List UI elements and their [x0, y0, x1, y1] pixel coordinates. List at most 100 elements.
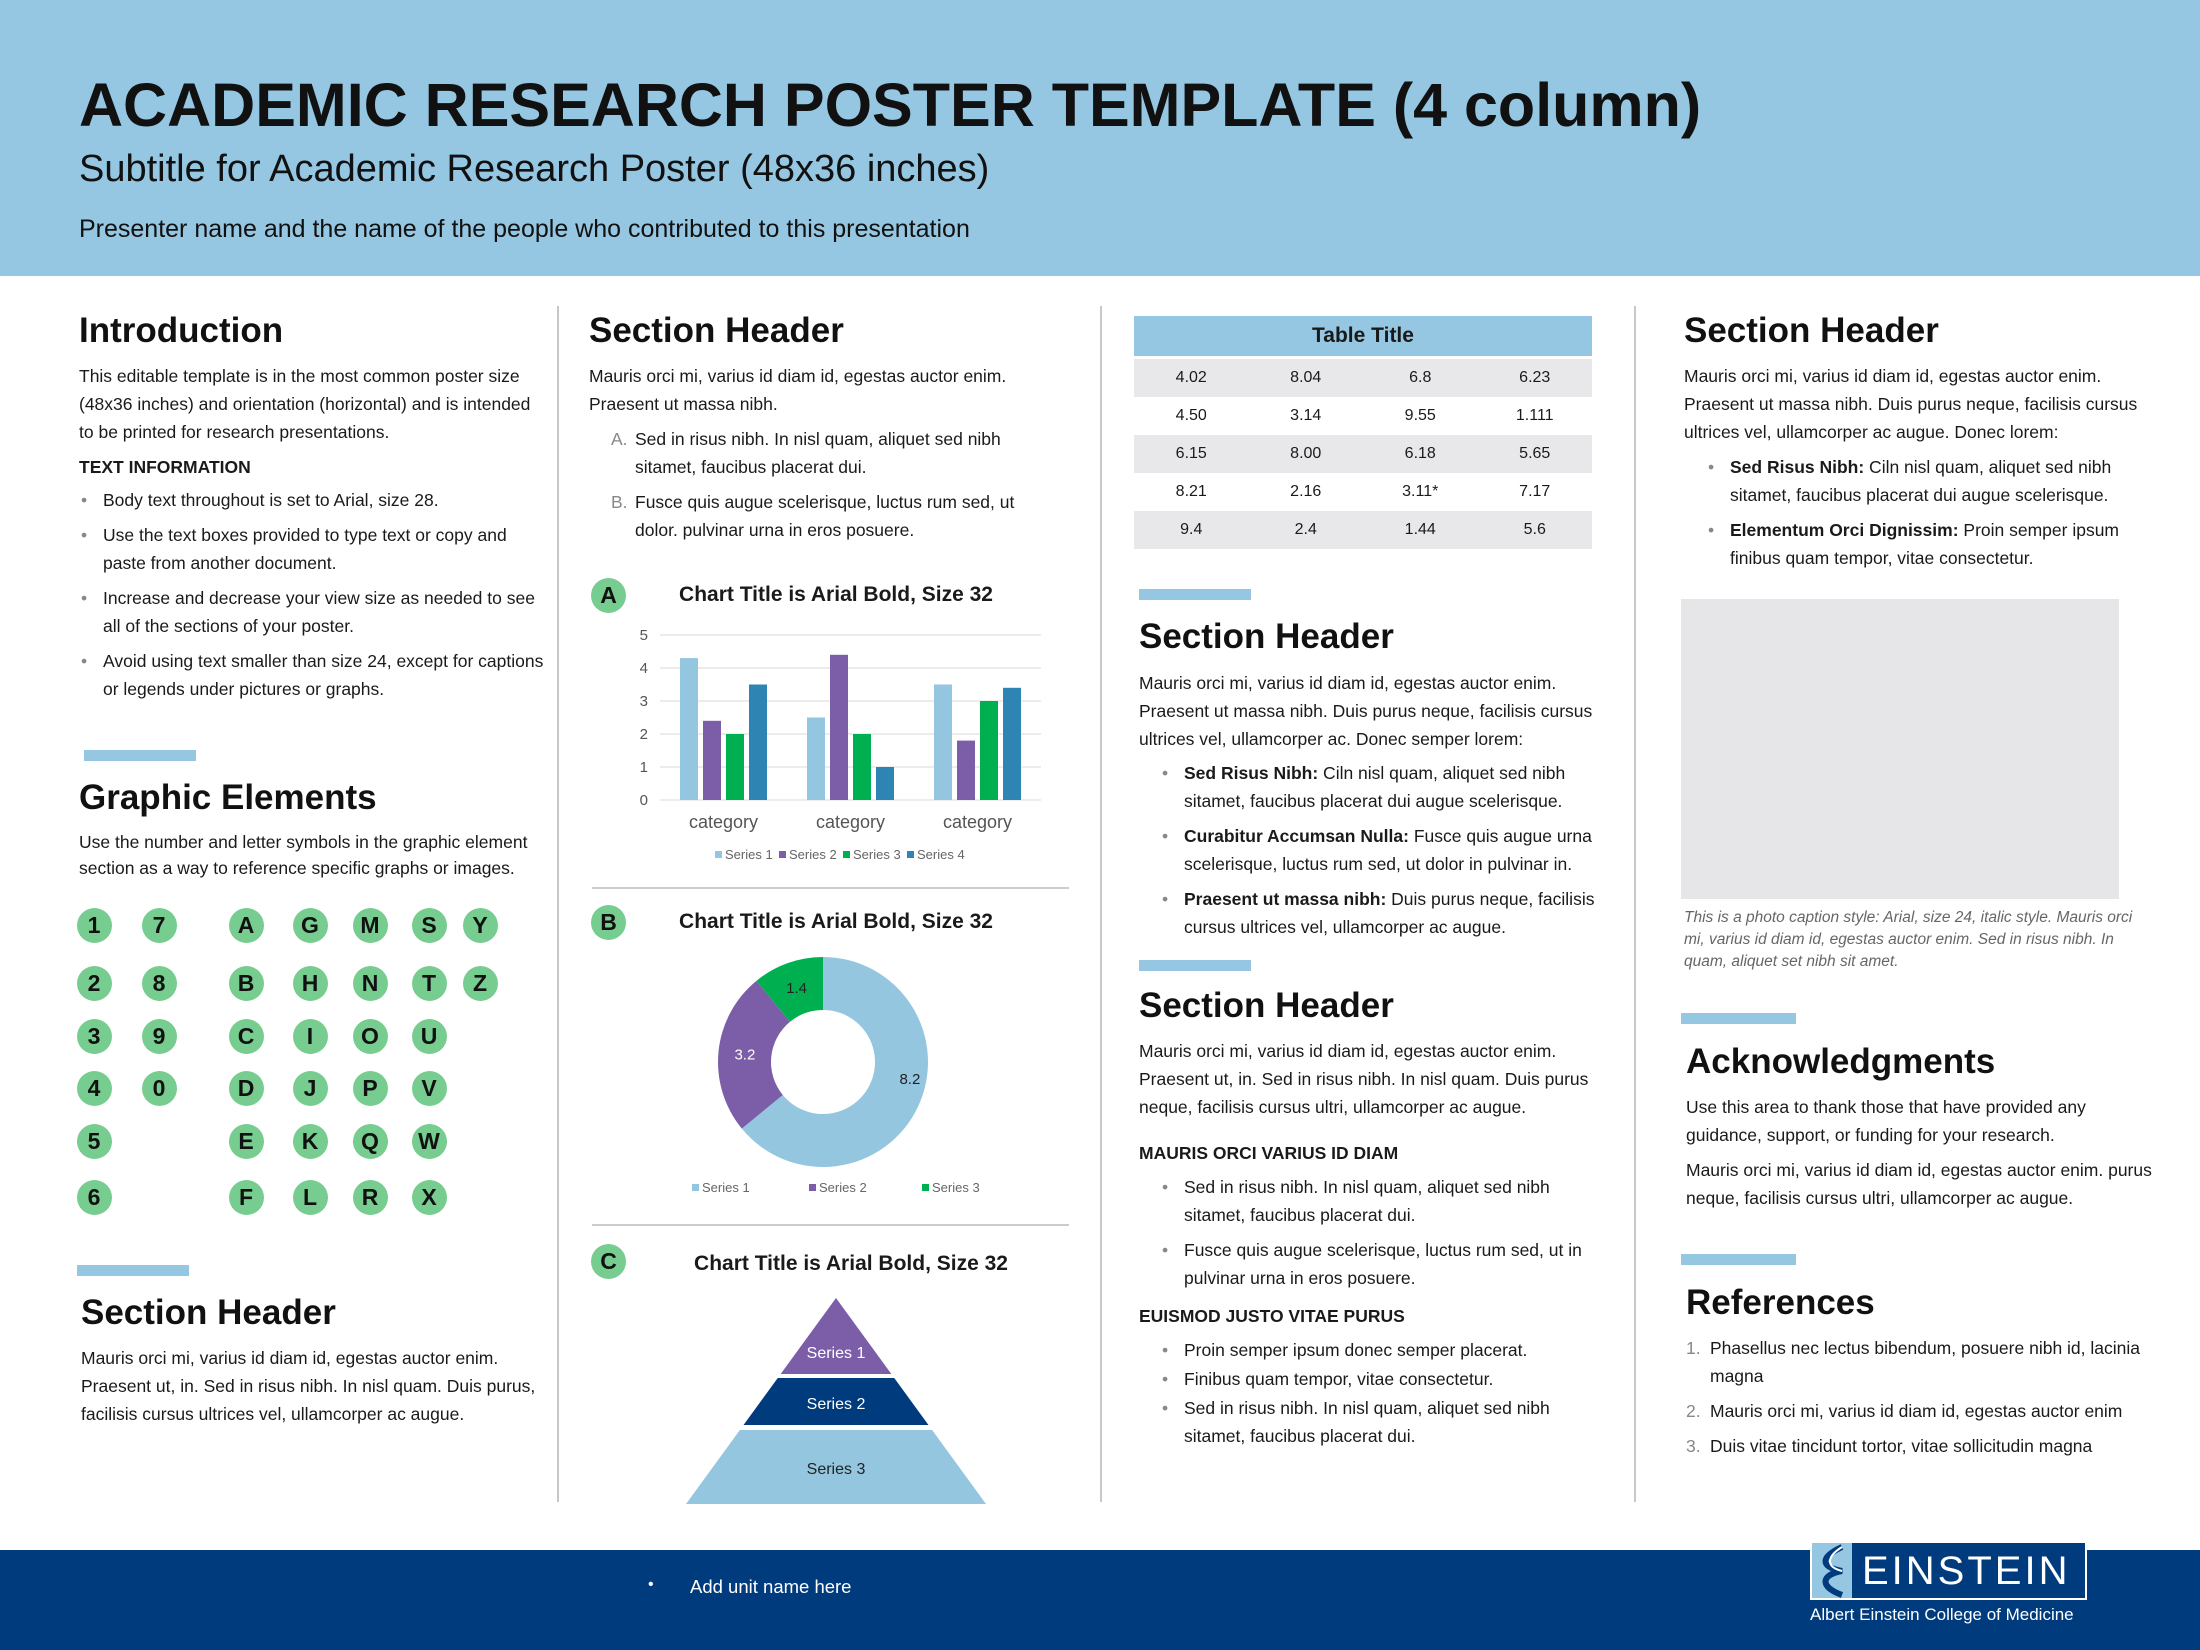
- symbol-k: K: [292, 1123, 328, 1159]
- x-category-label: category: [816, 812, 885, 832]
- table-cell: 2.4: [1248, 511, 1363, 549]
- helix-graphic: [1822, 1544, 1844, 1598]
- bullet-item: • Avoid using text smaller than size 24, …: [79, 647, 545, 703]
- symbol-b: B: [228, 965, 264, 1001]
- donut-slice-3: [756, 957, 823, 1022]
- lettered-list: A. Sed in risus nibh. In nisl quam, aliqu…: [611, 425, 1061, 551]
- table-title: Table Title: [1134, 316, 1592, 356]
- symbol-y: Y: [462, 907, 498, 943]
- table-cell: 4.02: [1134, 359, 1249, 397]
- donut-slice-1: [741, 957, 928, 1167]
- section-header: Section Header: [589, 311, 844, 350]
- symbol-m: M: [352, 907, 388, 943]
- list-item: A. Sed in risus nibh. In nisl quam, aliqu…: [611, 429, 1001, 477]
- helix-icon: [1812, 1543, 1852, 1598]
- column-4: Section Header Mauris orci mi, varius id…: [1681, 311, 2152, 1467]
- table-row: 8.21 2.16 3.11* 7.17: [1134, 473, 1592, 511]
- symbol-t: T: [411, 965, 447, 1001]
- bullet-icon: •: [1162, 889, 1169, 909]
- accent-bar: [77, 1265, 189, 1276]
- tier-label: Series 1: [807, 1345, 866, 1362]
- data-label: 3.2: [734, 1046, 755, 1063]
- bullet-icon: •: [648, 1576, 654, 1593]
- table-row: 4.02 8.04 6.8 6.23: [1134, 359, 1592, 397]
- bar-series-1: [680, 658, 698, 800]
- table-cell: 1.44: [1363, 511, 1478, 549]
- symbol-g: G: [292, 907, 328, 943]
- reference-item: 1. Phasellus nec lectus bibendum, posuere…: [1686, 1338, 2140, 1386]
- legend-label: Series 1: [725, 847, 773, 862]
- bar-series-1: [934, 684, 952, 800]
- bullet-icon: •: [81, 490, 88, 510]
- bullet-icon: •: [1162, 1240, 1169, 1260]
- table-cell: 1.111: [1515, 407, 1554, 424]
- acknowledgments-text: Mauris orci mi, varius id diam id, egest…: [1686, 1160, 2152, 1208]
- references-title: References: [1686, 1283, 1875, 1322]
- poster-title: ACADEMIC RESEARCH POSTER TEMPLATE (4 col…: [79, 71, 1702, 139]
- x-category-label: category: [943, 812, 1012, 832]
- symbol-e: E: [228, 1123, 264, 1159]
- bullet-icon: •: [81, 525, 88, 545]
- legend-swatch: [907, 851, 914, 858]
- list-item: B. Fusce quis augue scelerisque, luctus r…: [611, 492, 1015, 540]
- chart-c-title: Chart Title is Arial Bold, Size 32: [694, 1252, 1008, 1275]
- symbol-u: U: [411, 1018, 447, 1054]
- legend-swatch: [715, 851, 722, 858]
- bullet-item: • Fusce quis augue scelerisque, luctus ru…: [1160, 1236, 1601, 1292]
- table-cell: 3.11*: [1402, 483, 1439, 500]
- bar-series-3: [726, 734, 744, 800]
- symbol-4: 4: [76, 1070, 112, 1106]
- section-header: Section Header: [81, 1293, 336, 1332]
- intro-bullets: • Body text throughout is set to Arial, s…: [79, 486, 545, 710]
- symbol-z: Z: [462, 965, 498, 1001]
- bullet-item: • Praesent ut massa nibh: Duis purus nequ…: [1160, 885, 1601, 941]
- y-tick-label: 4: [640, 660, 648, 677]
- accent-bar: [84, 750, 196, 761]
- x-category-label: category: [689, 812, 758, 832]
- bar-series-1: [807, 717, 825, 800]
- column-1: Introduction This editable template is i…: [76, 311, 545, 1428]
- table-cell: 6.23: [1477, 359, 1592, 397]
- bullet-item: • Sed Risus Nibh: Ciln nisl quam, aliquet…: [1706, 453, 2150, 509]
- bullet-list: • Sed Risus Nibh: Ciln nisl quam, aliquet…: [1706, 453, 2150, 579]
- symbol-8: 8: [141, 965, 177, 1001]
- presenters: Presenter name and the name of the peopl…: [79, 215, 970, 243]
- column-divider: [1100, 306, 1102, 1502]
- bullet-icon: •: [1162, 1369, 1169, 1389]
- bar-chart: 0 1 2 3 4 5 category category category Series 1 Se…: [640, 627, 1041, 862]
- logo-word: EINSTEIN: [1862, 1549, 2071, 1593]
- accent-bar: [1139, 589, 1251, 600]
- bullet-icon: •: [1708, 520, 1715, 540]
- graphic-elements-title: Graphic Elements: [79, 778, 377, 817]
- acknowledgments-title: Acknowledgments: [1686, 1042, 1996, 1081]
- subheading: EUISMOD JUSTO VITAE PURUS: [1139, 1306, 1405, 1326]
- header-band: [0, 0, 2200, 276]
- symbol-w: W: [411, 1123, 447, 1159]
- references-list: 1. Phasellus nec lectus bibendum, posuere…: [1686, 1334, 2150, 1467]
- bullet-item: • Body text throughout is set to Arial, s…: [79, 486, 545, 514]
- divider: [592, 1224, 1069, 1226]
- intro-text: This editable template is in the most co…: [79, 366, 531, 442]
- symbol-7: 7: [141, 907, 177, 943]
- table-cell: 2.16: [1290, 483, 1322, 500]
- legend-label: Series 2: [819, 1180, 867, 1195]
- symbol-d: D: [228, 1070, 264, 1106]
- symbol-r: R: [352, 1179, 388, 1215]
- table-cell: 6.15: [1134, 435, 1249, 473]
- y-tick-label: 5: [640, 627, 648, 644]
- divider: [592, 887, 1069, 889]
- symbol-h: H: [292, 965, 328, 1001]
- table-cell: 6.18: [1363, 435, 1478, 473]
- tier-label: Series 3: [807, 1461, 866, 1478]
- y-tick-label: 1: [640, 759, 648, 776]
- symbol-i: I: [292, 1018, 328, 1054]
- bullet-icon: •: [1162, 1340, 1169, 1360]
- bullet-item: • Increase and decrease your view size as…: [79, 584, 545, 640]
- legend-label: Series 3: [932, 1180, 980, 1195]
- table-cell: 9.4: [1134, 511, 1249, 549]
- bar-series-4: [1003, 687, 1021, 800]
- donut-chart: 8.2 3.2 1.4 Series 1 Series 2 Series 3: [692, 957, 980, 1195]
- pyramid-tier-3: [686, 1430, 986, 1504]
- y-tick-label: 2: [640, 726, 648, 743]
- section-header: Section Header: [1139, 617, 1394, 656]
